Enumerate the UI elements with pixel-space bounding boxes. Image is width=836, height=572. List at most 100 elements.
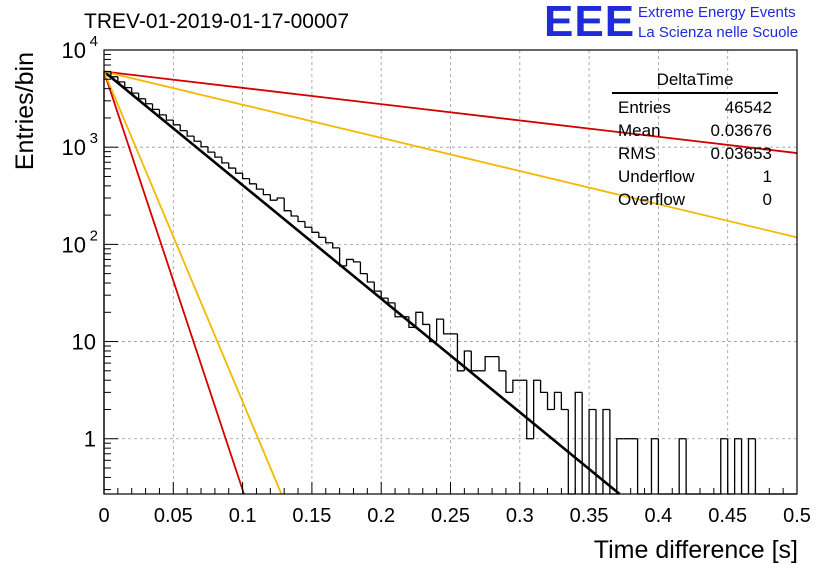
y-tick-exponent: 4 (90, 33, 98, 50)
histogram-bin (498, 356, 506, 372)
y-axis-label: Entries/bin (11, 52, 39, 170)
histogram-bin (359, 261, 368, 275)
histogram-bin (151, 103, 160, 111)
histogram-bin (678, 438, 687, 494)
histogram-bin (429, 324, 437, 343)
histogram-bin (172, 120, 181, 126)
y-tick-exponent: 3 (90, 130, 98, 147)
histogram-bin (505, 370, 513, 394)
stats-box: DeltaTime Entries 46542 Mean 0.03676 RMS… (612, 70, 778, 211)
chart-title: TREV-01-2019-01-17-00007 (84, 10, 350, 33)
histogram-bin (235, 168, 243, 174)
stats-value: 0.03653 (710, 144, 772, 163)
histogram-bin (484, 355, 493, 371)
y-tick-label: 10 (62, 232, 86, 257)
histogram-bin (733, 438, 742, 494)
histogram-bin (158, 109, 167, 116)
histogram-bin (117, 76, 125, 83)
histogram-bin (255, 183, 264, 190)
histogram-bin (318, 232, 326, 239)
histogram-bin (546, 392, 555, 411)
x-tick-label: 0.45 (708, 505, 747, 527)
histogram-bin (131, 87, 139, 94)
histogram-bin (311, 227, 319, 233)
fit-line (103, 70, 798, 154)
fit-line (103, 71, 283, 495)
stats-row-rms: RMS 0.03653 (612, 142, 778, 165)
stats-row-entries: Entries 46542 (612, 96, 778, 119)
histogram-bin (470, 350, 479, 372)
x-tick-label: 0.5 (783, 505, 811, 527)
histogram-bin (685, 438, 694, 495)
histogram-bin (373, 282, 382, 292)
histogram-bin (304, 221, 312, 228)
histogram-bin (338, 247, 347, 267)
fit-line (103, 70, 621, 496)
y-tick-label: 10 (72, 330, 96, 355)
histogram-bin (165, 114, 174, 121)
histogram-bin (138, 93, 146, 100)
stats-value: 0.03676 (710, 121, 772, 140)
histogram-bin (422, 312, 430, 326)
y-tick-label: 10 (62, 135, 86, 160)
histogram-bin (415, 311, 423, 328)
histogram-bin (408, 316, 416, 329)
stats-label: Mean (618, 121, 661, 140)
histogram-bin (241, 173, 250, 180)
histogram-bin (352, 259, 361, 263)
histogram-bin (124, 81, 132, 89)
histogram-bin (110, 71, 118, 78)
x-tick-label: 0.2 (367, 505, 395, 527)
histogram-bin (442, 319, 451, 335)
histogram-bin (754, 438, 763, 495)
histogram-bin (200, 141, 208, 148)
histogram-bin (553, 391, 562, 410)
histogram-bin (283, 198, 292, 212)
stats-label: Underflow (618, 167, 695, 186)
x-tick-label: 0.4 (644, 505, 672, 527)
histogram-bin (512, 379, 520, 393)
histogram-bin (179, 124, 188, 132)
x-tick-label: 0 (98, 505, 109, 527)
y-tick-label: 10 (62, 38, 86, 63)
histogram-bin (560, 392, 569, 411)
histogram-bin (193, 136, 202, 142)
histogram-bin (463, 350, 472, 371)
histogram-bin (380, 291, 389, 299)
histogram-bin (332, 242, 340, 249)
x-tick-label: 0.25 (431, 505, 470, 527)
histogram-bin (720, 438, 728, 494)
stats-value: 0 (762, 190, 772, 209)
y-tick-label: 1 (84, 427, 96, 452)
stats-value: 46542 (724, 98, 772, 117)
histogram-bin (657, 438, 666, 495)
histogram-bin (262, 189, 271, 196)
histogram-bin (228, 162, 236, 169)
histogram-bin (221, 157, 229, 164)
stats-row-overflow: Overflow 0 (612, 188, 778, 211)
histogram-bin (144, 98, 153, 105)
histogram-bin (539, 380, 548, 394)
histogram-bin (727, 438, 735, 495)
histogram-bin (456, 333, 465, 372)
histogram-bin (214, 152, 222, 158)
histogram-bin (290, 210, 299, 217)
stats-label: Overflow (618, 190, 686, 209)
histogram-bin (636, 438, 645, 495)
x-tick-label: 0.3 (506, 505, 534, 527)
histogram-bin (533, 379, 541, 439)
stats-label: RMS (618, 144, 656, 163)
histogram-bin (325, 237, 333, 244)
histogram-bin (186, 130, 195, 137)
stats-label: Entries (618, 98, 671, 117)
logo-letters: EEE (544, 0, 636, 46)
histogram-bin (207, 146, 215, 153)
x-tick-label: 0.15 (292, 505, 331, 527)
histogram-bin (602, 408, 610, 494)
fit-line (103, 71, 245, 495)
histogram-bin (740, 438, 749, 495)
histogram-bin (387, 298, 396, 304)
histogram-bin (276, 197, 285, 201)
